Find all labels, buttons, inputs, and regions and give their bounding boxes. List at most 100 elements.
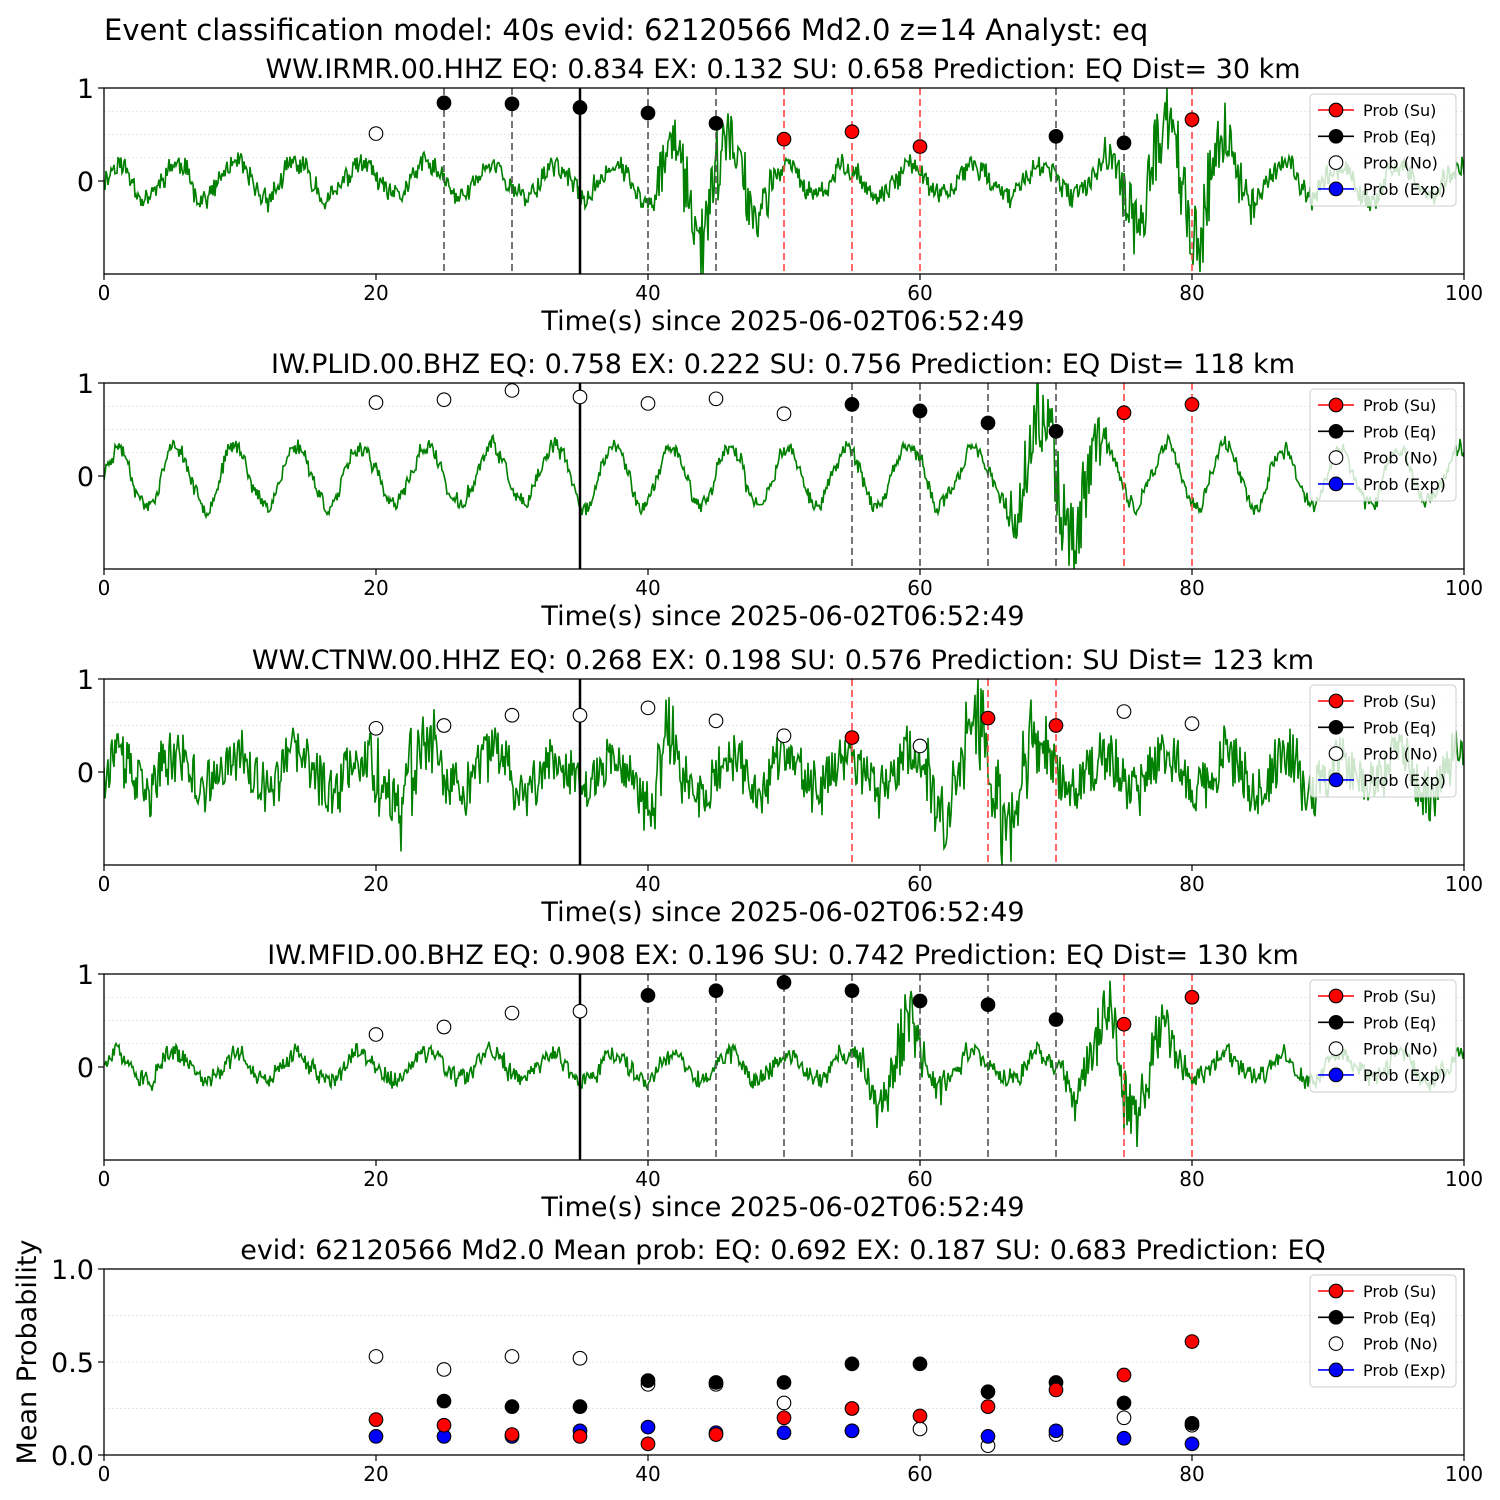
mean-prob-marker-su (1116, 1367, 1132, 1383)
legend-marker-exp (1328, 181, 1344, 197)
plot-area (104, 1315, 1464, 1454)
x-tick-label: 40 (635, 281, 660, 305)
mean-prob-marker-exp (1184, 1436, 1200, 1452)
x-axis-label: Time(s) since 2025-06-02T06:52:49 (540, 1192, 1024, 1223)
x-tick-label: 80 (1179, 576, 1204, 600)
panel-title: IW.MFID.00.BHZ EQ: 0.908 EX: 0.196 SU: 0… (267, 940, 1299, 971)
chart-panel-5: evid: 62120566 Md2.0 Mean prob: EQ: 0.69… (12, 1235, 1483, 1486)
prob-marker-su (1116, 405, 1132, 421)
plot-area (104, 88, 1464, 274)
mean-prob-marker-exp (1116, 1430, 1132, 1446)
mean-prob-marker-su (640, 1436, 656, 1452)
legend-marker-eq (1328, 1014, 1344, 1030)
x-tick-label: 20 (363, 1167, 388, 1191)
legend-label: Prob (Exp) (1363, 1066, 1446, 1085)
prob-marker-su (1116, 1016, 1132, 1032)
prob-marker-no (776, 406, 792, 422)
mean-prob-marker-eq (912, 1356, 928, 1372)
x-tick-label: 20 (363, 1462, 388, 1486)
y-tick-label: 0.5 (51, 1348, 94, 1379)
panel-title: evid: 62120566 Md2.0 Mean prob: EQ: 0.69… (240, 1235, 1326, 1266)
prob-marker-no (368, 1027, 384, 1042)
x-tick-label: 100 (1445, 281, 1483, 305)
mean-prob-marker-exp (776, 1425, 792, 1441)
prob-marker-su (912, 139, 928, 154)
y-tick-label: 1 (77, 369, 94, 400)
prob-marker-no (640, 700, 656, 716)
prob-marker-no (708, 713, 724, 729)
mean-prob-marker-no (776, 1395, 792, 1411)
prob-marker-eq (640, 988, 656, 1003)
prob-marker-no (368, 395, 384, 410)
prob-marker-eq (640, 105, 656, 121)
mean-prob-marker-exp (1048, 1423, 1064, 1439)
legend-marker-su (1328, 988, 1344, 1004)
x-tick-label: 0 (98, 872, 111, 896)
x-tick-label: 60 (907, 872, 932, 896)
y-tick-label: 1.0 (51, 1255, 94, 1286)
prob-marker-no (504, 707, 520, 723)
x-tick-label: 100 (1445, 1462, 1483, 1486)
legend-label: Prob (Eq) (1363, 422, 1436, 441)
prob-marker-eq (708, 115, 724, 131)
mean-prob-marker-su (844, 1401, 860, 1416)
legend-marker-exp (1328, 476, 1344, 492)
prob-marker-su (776, 131, 792, 147)
mean-prob-marker-eq (708, 1375, 724, 1390)
mean-prob-marker-no (1116, 1410, 1132, 1426)
x-tick-label: 100 (1445, 1167, 1483, 1191)
legend-frame (1309, 93, 1457, 207)
chart-panel-3: WW.CTNW.00.HHZ EQ: 0.268 EX: 0.198 SU: 0… (77, 645, 1483, 928)
legend: Prob (Su) Prob (Eq) Prob (No) Prob (Exp) (1309, 388, 1457, 502)
plot-area (104, 974, 1464, 1160)
prob-marker-su (1048, 718, 1064, 733)
x-tick-label: 40 (635, 576, 660, 600)
plot-area (104, 383, 1464, 569)
y-axis-label: Mean Probability (12, 1240, 43, 1465)
legend-marker-exp (1328, 1362, 1344, 1378)
panel-title: IW.PLID.00.BHZ EQ: 0.758 EX: 0.222 SU: 0… (271, 349, 1295, 380)
prob-marker-eq (1048, 424, 1064, 439)
waveform-trace (104, 980, 1464, 1148)
prob-marker-no (640, 396, 656, 411)
legend-marker-su (1328, 102, 1344, 118)
legend-label: Prob (Exp) (1363, 180, 1446, 199)
legend-label: Prob (Su) (1363, 1282, 1436, 1301)
mean-prob-marker-eq (980, 1384, 996, 1400)
legend-label: Prob (Su) (1363, 692, 1436, 711)
prob-marker-su (1184, 397, 1200, 412)
legend-frame (1309, 979, 1457, 1093)
mean-prob-marker-exp (844, 1423, 860, 1439)
mean-prob-marker-eq (844, 1356, 860, 1372)
x-tick-label: 20 (363, 576, 388, 600)
x-tick-label: 80 (1179, 1462, 1204, 1486)
mean-prob-marker-su (1048, 1382, 1064, 1398)
x-tick-label: 20 (363, 872, 388, 896)
prob-marker-eq (776, 975, 792, 990)
prob-marker-no (1116, 704, 1132, 719)
x-tick-label: 80 (1179, 872, 1204, 896)
x-tick-label: 20 (363, 281, 388, 305)
x-tick-label: 80 (1179, 1167, 1204, 1191)
mean-prob-marker-exp (368, 1429, 384, 1444)
legend-label: Prob (No) (1363, 1040, 1438, 1059)
legend-frame (1309, 388, 1457, 502)
x-tick-label: 0 (98, 281, 111, 305)
prob-marker-no (504, 383, 520, 398)
prob-marker-no (1184, 716, 1200, 731)
chart-panel-4: IW.MFID.00.BHZ EQ: 0.908 EX: 0.196 SU: 0… (77, 940, 1483, 1223)
mean-prob-marker-eq (504, 1399, 520, 1414)
mean-prob-marker-no (912, 1421, 928, 1437)
mean-prob-marker-su (504, 1427, 520, 1442)
prob-marker-su (844, 730, 860, 745)
prob-marker-su (844, 124, 860, 140)
x-axis-label: Time(s) since 2025-06-02T06:52:49 (540, 306, 1024, 337)
prob-marker-no (708, 391, 724, 407)
x-tick-label: 100 (1445, 576, 1483, 600)
legend-label: Prob (Eq) (1363, 718, 1436, 737)
mean-prob-marker-su (912, 1408, 928, 1424)
prob-marker-eq (844, 397, 860, 412)
mean-prob-marker-su (1184, 1334, 1200, 1349)
legend-label: Prob (No) (1363, 745, 1438, 764)
